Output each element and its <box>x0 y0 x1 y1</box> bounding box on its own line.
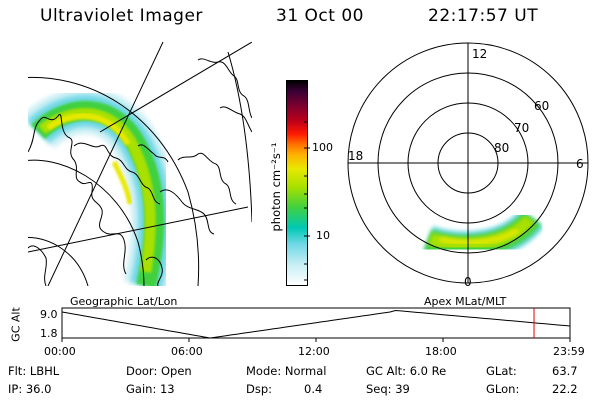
polar-grid <box>347 42 589 284</box>
filter-info: Flt: LBHL <box>8 364 60 378</box>
polar-plot: 12 18 6 0 60 70 80 <box>347 42 589 289</box>
seq-info: Seq: 39 <box>366 382 410 396</box>
colorbar-ticks <box>304 121 310 281</box>
lat-label-70: 70 <box>514 121 529 135</box>
time-label-1800: 18:00 <box>425 345 457 358</box>
alt-max-label: 9.0 <box>40 308 58 321</box>
lat-lon-grid <box>28 42 252 286</box>
apex-label: Apex MLat/MLT <box>424 295 507 308</box>
polar-auroral-arc <box>422 208 545 262</box>
gain-info: Gain: 13 <box>126 382 175 396</box>
glat-label: GLat: <box>486 364 517 378</box>
mode-info: Mode: Normal <box>246 364 327 378</box>
ip-info: IP: 36.0 <box>8 382 52 396</box>
alt-axis-label: GC Alt <box>9 307 23 342</box>
colorbar-tick-10: 10 <box>316 229 330 242</box>
geographic-image <box>28 42 252 286</box>
time-label-0000: 00:00 <box>44 345 76 358</box>
colorbar <box>286 80 308 286</box>
mlt-label-12: 12 <box>472 47 487 61</box>
lat-label-60: 60 <box>534 99 549 113</box>
glon-label: GLon: <box>486 382 520 396</box>
time-label-1200: 12:00 <box>298 345 330 358</box>
glon-value: 22.2 <box>552 382 578 396</box>
colorbar-unit-label: photon cm⁻²s⁻¹ <box>269 142 283 232</box>
dsp-value: 0.4 <box>304 382 323 396</box>
coastlines <box>28 58 252 286</box>
door-info: Door: Open <box>126 364 192 378</box>
geographic-label: Geographic Lat/Lon <box>70 295 178 308</box>
date-label: 31 Oct 00 <box>276 6 364 26</box>
auroral-oval <box>28 87 178 286</box>
glat-value: 63.7 <box>552 364 578 378</box>
colorbar-tick-100: 100 <box>312 141 333 154</box>
alt-min-label: 1.8 <box>40 327 58 340</box>
lat-label-80: 80 <box>494 141 509 155</box>
dsp-label: Dsp: <box>246 382 273 396</box>
time-label-0600: 06:00 <box>171 345 203 358</box>
instrument-title: Ultraviolet Imager <box>40 6 203 26</box>
gc-alt-info: GC Alt: 6.0 Re <box>366 364 447 378</box>
altitude-plot <box>61 307 571 342</box>
mlt-label-6: 6 <box>576 157 584 171</box>
time-label-2359: 23:59 <box>553 345 585 358</box>
mlt-label-18: 18 <box>348 149 363 163</box>
time-label: 22:17:57 UT <box>428 6 539 26</box>
altitude-curve <box>61 309 571 339</box>
mlt-label-0: 0 <box>464 275 472 289</box>
